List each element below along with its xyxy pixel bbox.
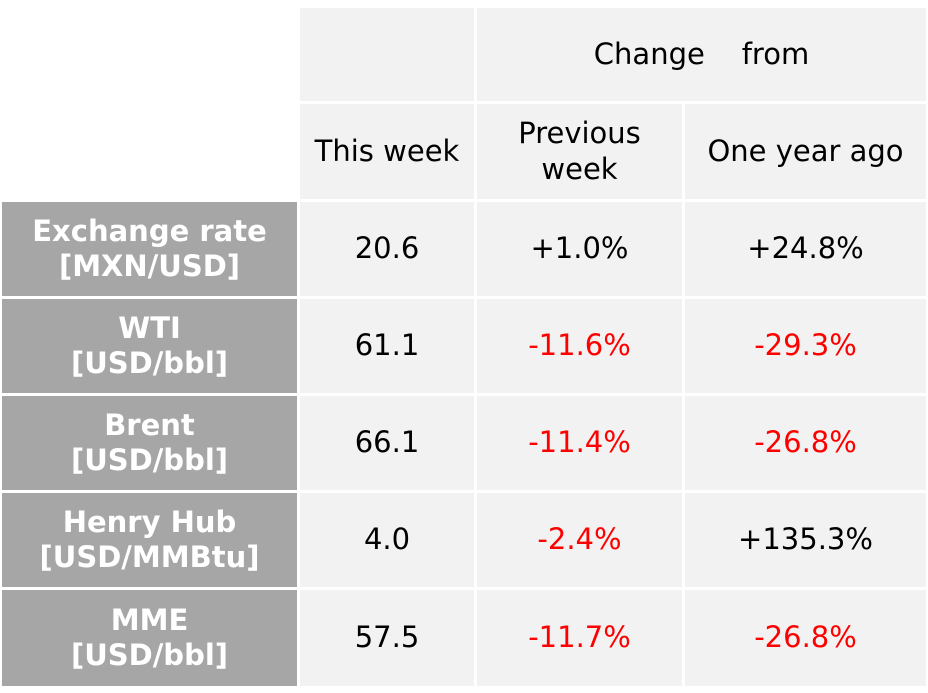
cell-previous-week: -11.7% — [477, 590, 682, 686]
row-label-henry-hub: Henry Hub [USD/MMBtu] — [2, 493, 297, 587]
row-label-line1: WTI — [118, 310, 181, 345]
cell-this-week: 20.6 — [300, 202, 474, 296]
row-label-line1: Brent — [104, 407, 195, 442]
header-previous-week-line1: Previous — [518, 116, 641, 151]
header-this-week: This week — [300, 104, 474, 199]
row-label-line1: Exchange rate — [32, 213, 267, 248]
header-change-from: Change from — [477, 8, 926, 101]
header-previous-week: Previous week — [477, 104, 682, 199]
row-label-wti: WTI [USD/bbl] — [2, 299, 297, 393]
row-label-line1: Henry Hub — [62, 504, 237, 539]
row-label-brent: Brent [USD/bbl] — [2, 396, 297, 490]
cell-this-week: 61.1 — [300, 299, 474, 393]
row-label-line2: [USD/bbl] — [70, 638, 229, 672]
cell-previous-week: -11.4% — [477, 396, 682, 490]
header-previous-week-line2: week — [541, 151, 618, 186]
cell-this-week: 4.0 — [300, 493, 474, 587]
row-label-line2: [MXN/USD] — [58, 249, 241, 283]
cell-one-year-ago: +135.3% — [685, 493, 926, 587]
row-label-exchange-rate: Exchange rate [MXN/USD] — [2, 202, 297, 296]
cell-previous-week: -11.6% — [477, 299, 682, 393]
cell-one-year-ago: -29.3% — [685, 299, 926, 393]
cell-previous-week: +1.0% — [477, 202, 682, 296]
cell-one-year-ago: +24.8% — [685, 202, 926, 296]
cell-this-week: 57.5 — [300, 590, 474, 686]
row-label-line2: [USD/MMBtu] — [39, 540, 260, 574]
row-label-line2: [USD/bbl] — [70, 346, 229, 380]
cell-one-year-ago: -26.8% — [685, 396, 926, 490]
row-label-mme: MME [USD/bbl] — [2, 590, 297, 686]
cell-previous-week: -2.4% — [477, 493, 682, 587]
row-label-line2: [USD/bbl] — [70, 443, 229, 477]
header-one-year-ago: One year ago — [685, 104, 926, 199]
header-blank-top — [300, 8, 474, 101]
cell-this-week: 66.1 — [300, 396, 474, 490]
cell-one-year-ago: -26.8% — [685, 590, 926, 686]
row-label-line1: MME — [110, 602, 189, 637]
